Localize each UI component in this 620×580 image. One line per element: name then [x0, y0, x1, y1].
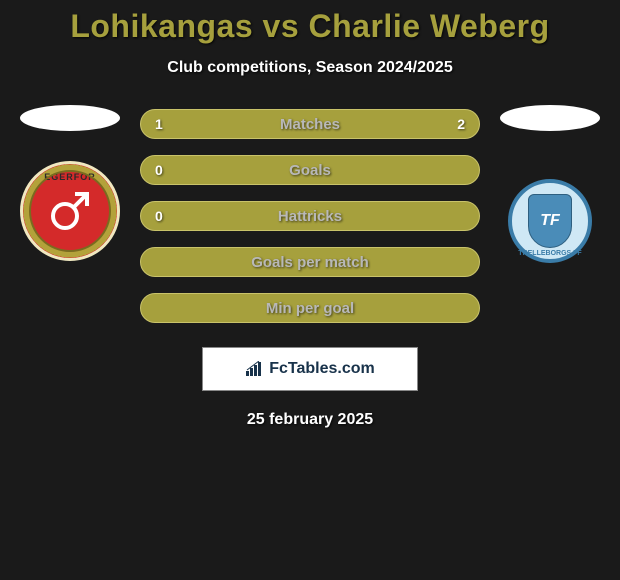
date-text: 25 february 2025	[0, 411, 620, 429]
stat-bar-goals: 0 Goals	[140, 155, 480, 185]
stat-label: Hattricks	[278, 208, 342, 225]
fctables-logo: FcTables.com	[202, 347, 418, 391]
right-flag	[500, 105, 600, 131]
left-badge-text: EGERFOR	[44, 172, 96, 182]
stats-column: 1 Matches 2 0 Goals 0 Hattricks Goals pe…	[140, 105, 480, 323]
right-badge-shield: TF	[528, 194, 572, 248]
stat-left-value: 0	[155, 162, 163, 178]
stat-right-value: 2	[457, 116, 465, 132]
bar-chart-icon	[245, 361, 265, 377]
comparison-title: Lohikangas vs Charlie Weberg	[0, 8, 620, 45]
left-club-badge: EGERFOR	[20, 161, 120, 261]
stat-left-value: 0	[155, 208, 163, 224]
right-badge-text: TF	[540, 212, 560, 230]
left-player-column: EGERFOR	[10, 105, 130, 261]
stat-left-value: 1	[155, 116, 163, 132]
stat-label: Matches	[280, 116, 340, 133]
stat-label: Goals per match	[251, 254, 369, 271]
stat-label: Min per goal	[266, 300, 354, 317]
competition-subtitle: Club competitions, Season 2024/2025	[0, 59, 620, 77]
right-player-column: TF TRELLEBORGS FF	[490, 105, 610, 263]
stat-bar-goals-per-match: Goals per match	[140, 247, 480, 277]
stat-label: Goals	[289, 162, 331, 179]
stat-bar-matches: 1 Matches 2	[140, 109, 480, 139]
stat-bar-min-per-goal: Min per goal	[140, 293, 480, 323]
stat-bar-hattricks: 0 Hattricks	[140, 201, 480, 231]
right-badge-ring-text: TRELLEBORGS FF	[518, 250, 581, 257]
left-flag	[20, 105, 120, 131]
right-club-badge: TF TRELLEBORGS FF	[508, 179, 592, 263]
logo-text: FcTables.com	[269, 360, 375, 378]
mars-symbol-icon	[45, 186, 95, 236]
main-row: EGERFOR 1 Matches 2 0 Goals 0 H	[0, 105, 620, 323]
infographic-container: Lohikangas vs Charlie Weberg Club compet…	[0, 0, 620, 429]
